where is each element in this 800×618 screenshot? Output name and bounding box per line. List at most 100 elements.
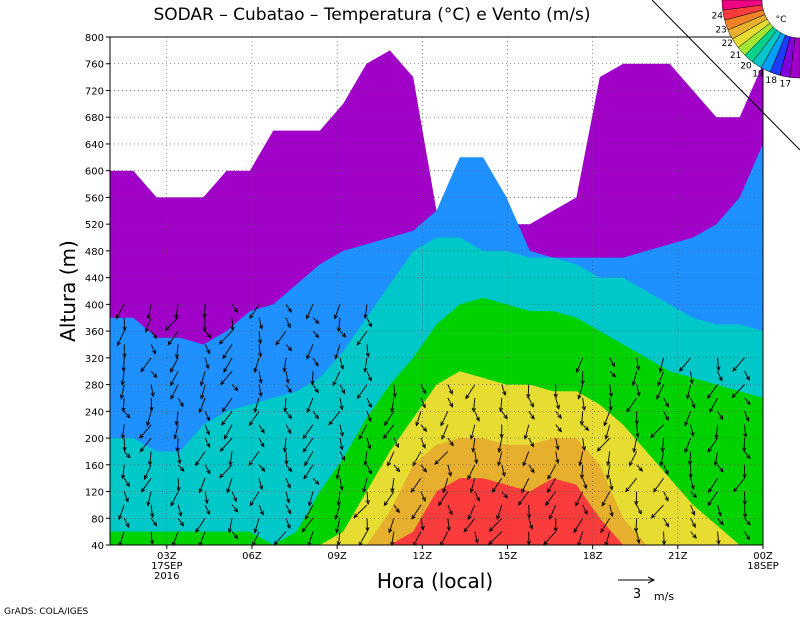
wind-vector <box>690 424 694 437</box>
wind-vector <box>177 464 185 472</box>
wind-vector <box>744 517 751 526</box>
y-tick-label: 680 <box>85 113 104 124</box>
wind-vector <box>285 371 289 383</box>
wind-vector <box>177 478 180 491</box>
wind-vector-head <box>626 407 631 413</box>
wind-vector <box>335 504 341 520</box>
wind-vector-head <box>306 354 311 360</box>
wind-vector <box>651 504 664 519</box>
wind-vector-head <box>742 500 747 506</box>
wind-vector-head <box>339 431 344 437</box>
plot-frame <box>109 36 764 546</box>
wind-vector <box>312 384 319 393</box>
wind-vector-head <box>253 408 258 414</box>
wind-vector <box>442 478 449 493</box>
wind-vector-head <box>746 454 751 460</box>
wind-vector <box>150 384 154 397</box>
wind-vector-head <box>690 432 695 438</box>
wind-vector-head <box>465 394 470 400</box>
wind-vector <box>467 464 476 480</box>
wind-vector-head <box>287 308 292 313</box>
wind-vector <box>690 491 697 498</box>
wind-vector-head <box>122 353 127 359</box>
wind-vector-head <box>745 417 750 423</box>
colorbar-label: 24 <box>712 12 724 22</box>
wind-vector <box>463 517 476 533</box>
wind-vector-head <box>119 394 125 400</box>
wind-vector-head <box>125 453 131 459</box>
wind-vector <box>555 437 559 450</box>
wind-vector-head <box>170 394 175 400</box>
wind-vector <box>146 411 152 426</box>
wind-vector-head <box>118 515 123 521</box>
wind-vector-head <box>287 509 292 515</box>
y-tick-label: 600 <box>85 167 104 178</box>
wind-vector <box>364 304 368 319</box>
wind-vector <box>498 437 503 453</box>
wind-vector <box>226 478 233 493</box>
wind-vector <box>258 317 263 329</box>
wind-vector-head <box>248 461 253 466</box>
wind-vector <box>582 478 587 489</box>
wind-vector <box>420 491 426 502</box>
wind-vector <box>308 491 314 506</box>
wind-vector-head <box>707 501 712 507</box>
wind-vector <box>223 357 233 373</box>
wind-vector <box>473 397 476 412</box>
wind-vector <box>420 464 427 473</box>
wind-vector-head <box>219 447 225 452</box>
wind-vector <box>283 357 287 372</box>
wind-vector-head <box>577 394 582 400</box>
wind-vector-head <box>690 485 695 491</box>
wind-vector-head <box>422 467 427 473</box>
wind-vector <box>219 330 233 345</box>
wind-vector <box>175 304 179 319</box>
wind-vector <box>339 437 343 450</box>
wind-vector-head <box>205 430 210 436</box>
wind-vector-head <box>363 314 368 320</box>
wind-vector <box>203 304 206 318</box>
wind-vector <box>150 330 157 339</box>
wind-vector-head <box>412 461 417 467</box>
wind-vector-head <box>530 468 535 474</box>
wind-vector-head <box>474 538 479 544</box>
wind-vector-head <box>707 447 712 453</box>
wind-vector <box>576 357 584 373</box>
wind-vector-head <box>179 521 184 527</box>
wind-vector-head <box>228 461 233 467</box>
wind-vector-head <box>573 528 578 534</box>
wind-vector-head <box>286 524 291 530</box>
wind-vector-head <box>353 513 358 519</box>
wind-vector-head <box>367 376 372 382</box>
wind-vector <box>501 384 506 396</box>
wind-vector <box>690 371 693 384</box>
x-tick-label: 09Z <box>327 551 347 562</box>
wind-vector-head <box>638 466 644 472</box>
x-tick-label: 12Z <box>413 551 433 562</box>
wind-vector <box>177 451 181 464</box>
wind-vector <box>285 424 292 434</box>
wind-vector <box>488 531 503 545</box>
wind-vector-head <box>714 434 719 440</box>
wind-vector-head <box>125 482 130 488</box>
wind-vector-head <box>286 323 291 329</box>
y-tick-label: 520 <box>85 220 104 231</box>
wind-vector-head <box>742 473 747 479</box>
wind-vector-head <box>206 443 211 448</box>
wind-vector-head <box>526 394 531 399</box>
wind-vector-head <box>529 402 534 408</box>
wind-vector <box>115 304 125 319</box>
wind-vector <box>231 317 234 331</box>
wind-vector <box>607 451 611 466</box>
wind-vector-head <box>282 367 287 373</box>
wind-vector <box>528 411 535 420</box>
y-tick-label: 320 <box>85 354 104 365</box>
wind-vector-head <box>522 461 527 467</box>
wind-vector <box>659 357 665 373</box>
y-tick-label: 160 <box>85 461 104 472</box>
wind-vector-head <box>471 447 476 453</box>
wind-scale-value: 3 <box>633 587 641 602</box>
wind-vector-head <box>439 541 444 545</box>
wind-vector <box>221 397 233 412</box>
wind-vector <box>717 504 722 516</box>
